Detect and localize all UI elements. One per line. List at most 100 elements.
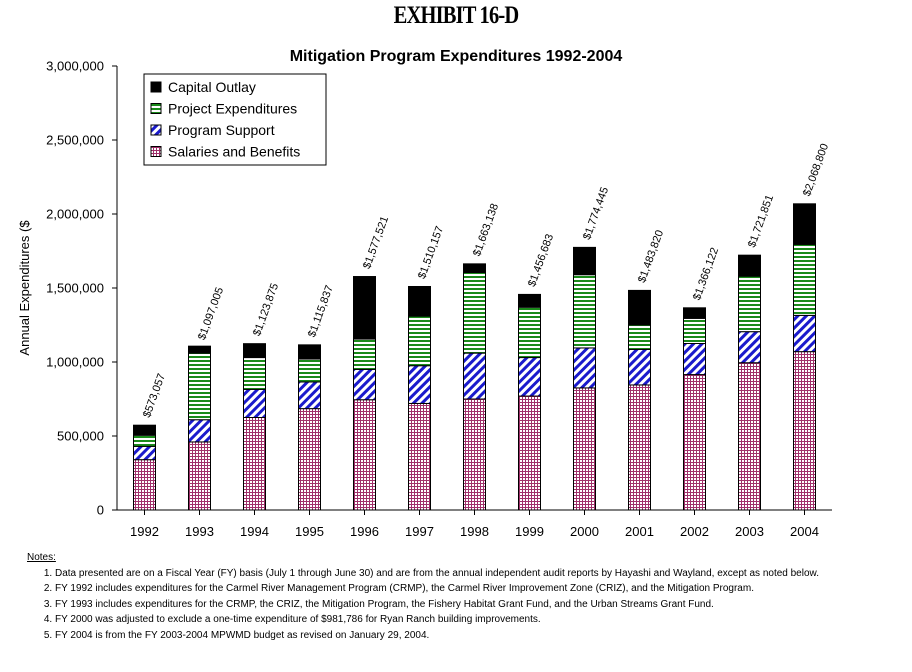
y-tick-label: 2,500,000 — [46, 133, 104, 148]
bar-segment — [738, 254, 761, 277]
x-tick-label: 1999 — [515, 524, 544, 539]
note-item: FY 1992 includes expenditures for the Ca… — [55, 581, 819, 597]
bar-segment — [793, 314, 816, 353]
x-tick-label: 2001 — [625, 524, 654, 539]
bar-segment — [628, 348, 651, 386]
bar-segment — [353, 276, 376, 340]
bar-segment — [628, 324, 651, 350]
bar-segment — [133, 445, 156, 461]
bar-segment — [518, 357, 541, 397]
bar-segment — [133, 459, 156, 511]
bar-segment — [683, 343, 706, 376]
bar-segment — [408, 285, 431, 317]
total-label: $1,123,875 — [251, 282, 281, 338]
bar-segment — [298, 344, 321, 360]
bar-segment — [188, 345, 211, 354]
x-tick-label: 1995 — [295, 524, 324, 539]
legend-label: Salaries and Benefits — [168, 144, 300, 160]
bar-segment — [408, 402, 431, 511]
bar-segment — [738, 275, 761, 333]
total-label: $1,721,851 — [746, 193, 776, 249]
bar-segment — [683, 374, 706, 511]
x-tick-label: 1997 — [405, 524, 434, 539]
legend-swatch — [150, 146, 162, 157]
bar-segment — [298, 408, 321, 511]
bar-segment — [573, 387, 596, 511]
notes-title: Notes: — [27, 552, 56, 563]
legend-label: Capital Outlay — [168, 79, 256, 95]
total-label: $573,057 — [141, 372, 168, 419]
bar-segment — [463, 263, 486, 273]
note-item: Data presented are on a Fiscal Year (FY)… — [55, 566, 819, 582]
legend-label: Program Support — [168, 122, 275, 138]
x-tick-label: 1993 — [185, 524, 214, 539]
note-item: FY 1993 includes expenditures for the CR… — [55, 597, 819, 613]
total-label: $1,663,138 — [471, 202, 501, 258]
bar-segment — [793, 243, 816, 316]
bar-segment — [188, 352, 211, 421]
bar-segment — [243, 388, 266, 419]
total-label: $2,068,800 — [801, 142, 831, 198]
x-tick-label: 1998 — [460, 524, 489, 539]
total-label: $1,115,837 — [306, 284, 336, 339]
bar-segment — [793, 203, 816, 245]
x-tick-label: 1994 — [240, 524, 269, 539]
total-label: $1,366,122 — [691, 246, 721, 302]
legend-label: Project Expenditures — [168, 101, 297, 117]
legend-swatch — [150, 124, 162, 136]
bar-segment — [628, 289, 651, 326]
bar-segment — [408, 315, 431, 367]
bar-segment — [683, 307, 706, 319]
x-tick-label: 1996 — [350, 524, 379, 539]
bar-segment — [518, 306, 541, 359]
x-tick-label: 2002 — [680, 524, 709, 539]
bar-segment — [188, 419, 211, 443]
legend-swatch — [150, 103, 162, 114]
bar-segment — [408, 365, 431, 404]
bar-segment — [353, 399, 376, 511]
bar-segment — [353, 338, 376, 370]
bar-segment — [738, 331, 761, 364]
bar-segment — [243, 357, 266, 390]
notes-section: Notes: Data presented are on a Fiscal Ye… — [27, 550, 819, 644]
note-item: FY 2000 was adjusted to exclude a one-ti… — [55, 612, 819, 628]
bar-segment — [298, 381, 321, 410]
bar-segment — [463, 352, 486, 400]
bar-segment — [628, 384, 651, 511]
y-tick-label: 1,500,000 — [46, 281, 104, 296]
total-label: $1,577,521 — [361, 215, 391, 271]
total-label: $1,510,157 — [416, 225, 446, 281]
bar-segment — [243, 343, 266, 359]
y-tick-label: 0 — [97, 503, 104, 518]
chart-title: Mitigation Program Expenditures 1992-200… — [290, 48, 623, 65]
bar-segment — [573, 347, 596, 389]
bar-segment — [298, 358, 321, 383]
total-label: $1,456,683 — [526, 233, 556, 289]
exhibit-title: EXHIBIT 16-D — [393, 2, 520, 29]
bar-segment — [683, 317, 706, 344]
expenditures-chart: Mitigation Program Expenditures 1992-200… — [17, 48, 832, 539]
bar-segment — [518, 293, 541, 308]
note-item: FY 2004 is from the FY 2003-2004 MPWMD b… — [55, 628, 819, 644]
x-tick-label: 2003 — [735, 524, 764, 539]
total-label: $1,483,820 — [636, 229, 666, 285]
bar-segment — [573, 246, 596, 276]
total-label: $1,774,445 — [581, 186, 611, 242]
y-tick-label: 3,000,000 — [46, 59, 104, 74]
bar-segment — [133, 424, 156, 436]
y-axis-label: Annual Expenditures ($ — [17, 220, 32, 356]
bar-segment — [573, 274, 596, 349]
bar-segment — [738, 362, 761, 511]
bar-segment — [463, 398, 486, 511]
notes-list: Data presented are on a Fiscal Year (FY)… — [27, 566, 819, 644]
bar-segment — [793, 351, 816, 511]
legend-swatch — [150, 81, 162, 93]
bar-segment — [518, 395, 541, 511]
bar-segment — [188, 441, 211, 511]
bar-segment — [463, 271, 486, 354]
x-tick-label: 2000 — [570, 524, 599, 539]
bar-segment — [133, 434, 156, 447]
chart-legend: Capital Outlay Project Expenditures Progra… — [143, 73, 327, 166]
x-tick-label: 1992 — [130, 524, 159, 539]
legend-box — [143, 73, 327, 166]
